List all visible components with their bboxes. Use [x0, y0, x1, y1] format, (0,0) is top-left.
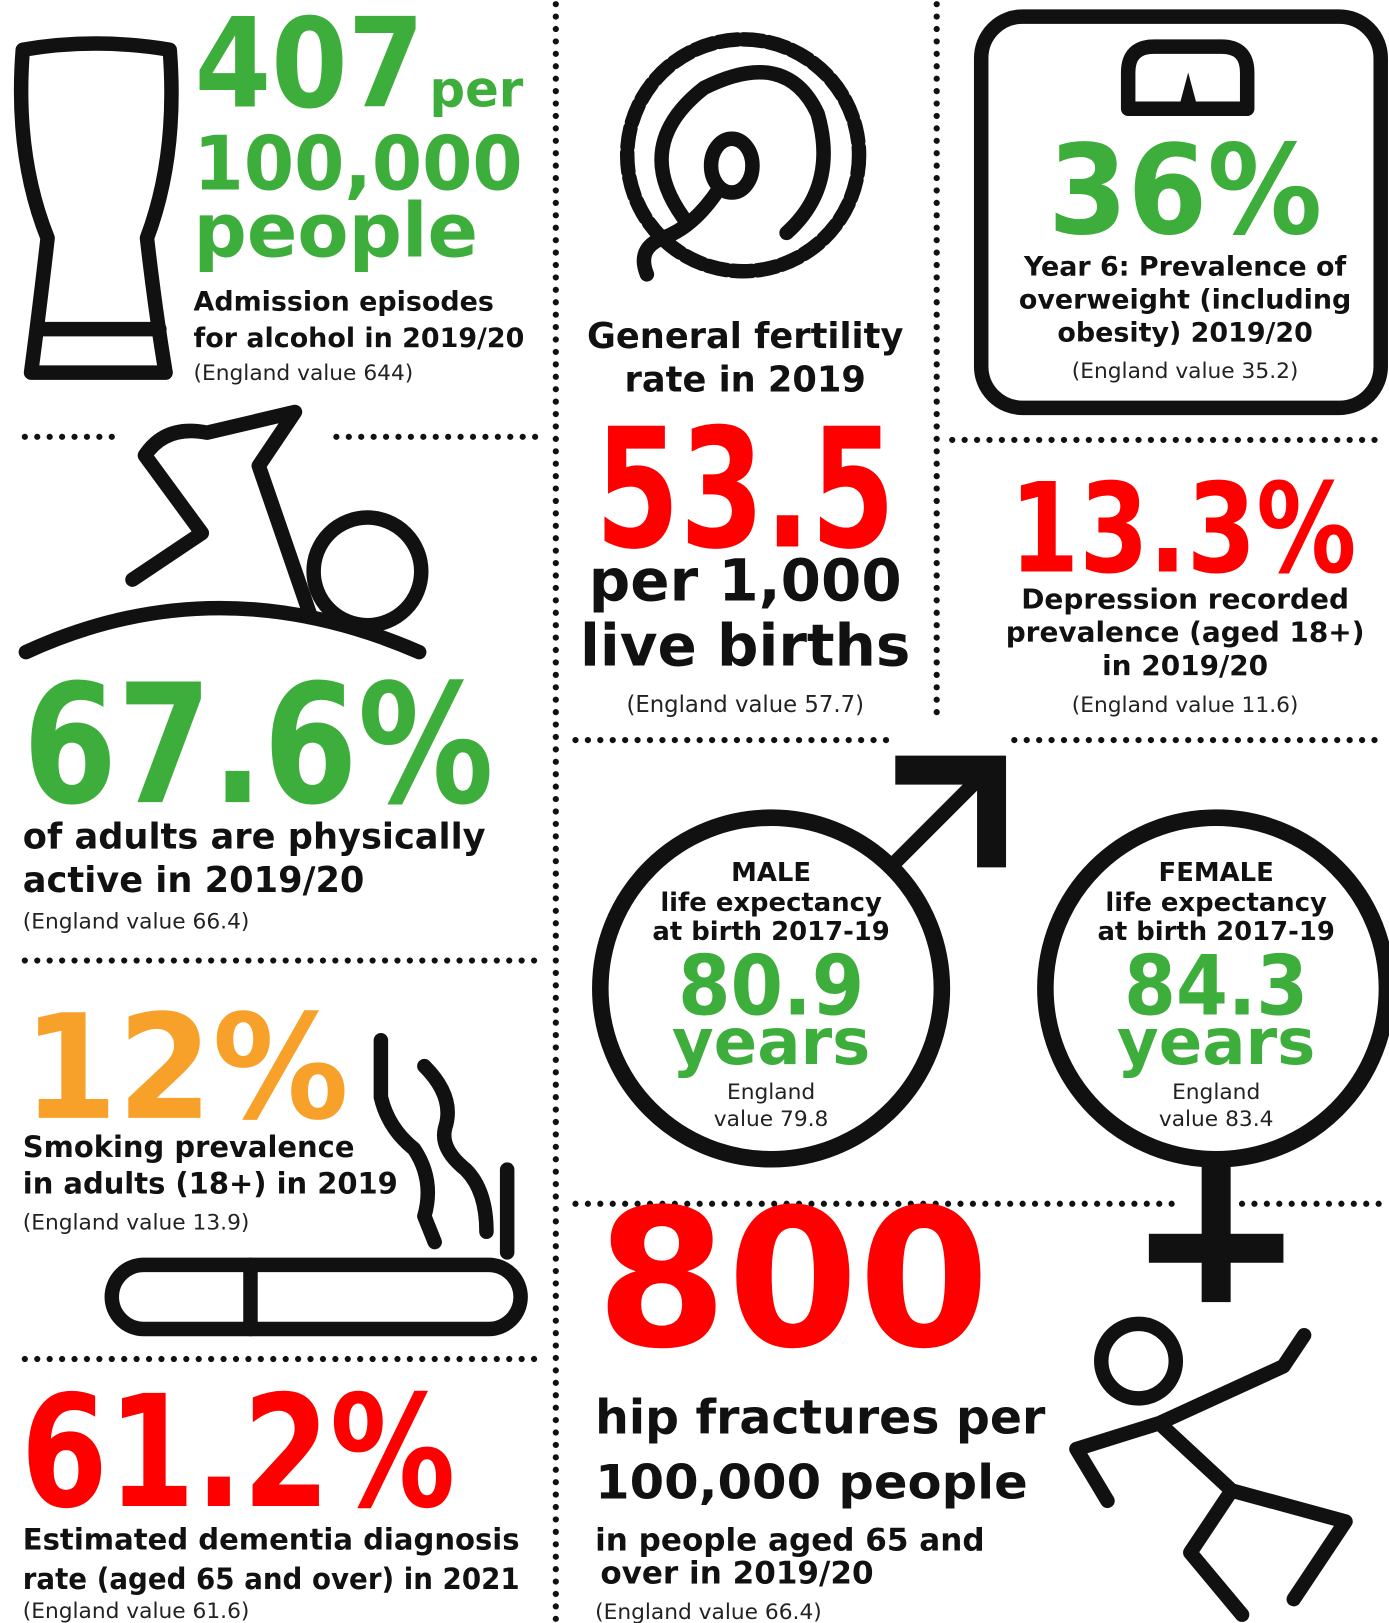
smoking-label: in adults (18+) in 2019	[23, 1166, 398, 1200]
female-value: 84.3	[1124, 937, 1308, 1034]
faller-head	[1094, 1316, 1184, 1406]
egg-icon	[619, 32, 867, 279]
hip-label: in people aged 65 and	[595, 1523, 984, 1559]
fertility-line: live births	[580, 612, 910, 680]
female-england: England	[1172, 1080, 1260, 1105]
fertility-label: rate in 2019	[625, 359, 866, 400]
female-england: value 83.4	[1159, 1107, 1274, 1132]
scale-frame	[973, 9, 1388, 416]
dementia-england: (England value 61.6)	[23, 1599, 250, 1623]
male-heading: MALE	[731, 858, 811, 888]
smoking-value: 12%	[23, 985, 349, 1153]
physical-label: of adults are physically	[23, 817, 486, 858]
swimmer-head	[306, 510, 429, 633]
female-cross-v	[1201, 1159, 1231, 1303]
alcohol-line: people	[194, 188, 479, 275]
sperm-tail	[636, 181, 727, 282]
overweight-england: (England value 35.2)	[1072, 359, 1299, 384]
fertility-label: General fertility	[587, 316, 903, 357]
hip-label: over in 2019/20	[600, 1556, 873, 1592]
depression-label: Depression recorded	[1021, 583, 1349, 616]
alcohol-label: Admission episodes	[194, 287, 494, 318]
faller-body	[1069, 1327, 1353, 1622]
egg-inner	[654, 65, 831, 241]
alcohol-england: (England value 644)	[194, 361, 414, 386]
alcohol-label: for alcohol in 2019/20	[194, 323, 525, 354]
sperm-head	[703, 131, 760, 200]
female-label: at birth 2017-19	[1097, 917, 1334, 947]
male-label: life expectancy	[660, 888, 882, 918]
hip-line: hip fractures per	[595, 1391, 1046, 1446]
overweight-label: overweight (including	[1019, 284, 1351, 315]
female-unit: years	[1117, 1005, 1315, 1080]
texts: 407 per 100,000 people Admission episode…	[21, 0, 1365, 1623]
smoke-1	[373, 1032, 442, 1250]
fertility-line: per 1,000	[589, 546, 902, 614]
hip-value: 800	[596, 1169, 989, 1392]
male-circle	[592, 809, 951, 1168]
dementia-label: rate (aged 65 and over) in 2021	[23, 1562, 520, 1596]
scale-dial	[1120, 39, 1255, 116]
hip-line: 100,000 people	[595, 1456, 1028, 1511]
icons	[13, 9, 1389, 1622]
physical-label: active in 2019/20	[23, 860, 365, 901]
alcohol-value: 407	[195, 0, 425, 137]
cigarette	[104, 1257, 528, 1337]
dividers	[21, 1, 1389, 1623]
male-unit: years	[672, 1005, 870, 1080]
male-arrow-head	[895, 755, 1007, 868]
fertility-england: (England value 57.7)	[626, 692, 864, 718]
scale-needle	[1179, 72, 1197, 104]
female-heading: FEMALE	[1159, 858, 1274, 888]
dementia-value: 61.2%	[21, 1362, 456, 1543]
overweight-value: 36%	[1048, 119, 1322, 263]
glass-icon	[13, 36, 179, 380]
smoke-2	[417, 1058, 494, 1239]
male-england: value 79.8	[714, 1107, 829, 1132]
male-england: England	[727, 1080, 815, 1105]
smoking-england: (England value 13.9)	[23, 1211, 250, 1236]
female-cross-h	[1148, 1233, 1284, 1263]
overweight-label: Year 6: Prevalence of	[1023, 251, 1347, 282]
depression-value: 13.3%	[1010, 457, 1357, 601]
depression-label: prevalence (aged 18+)	[1006, 616, 1365, 649]
female-label: life expectancy	[1105, 888, 1327, 918]
dementia-label: Estimated dementia diagnosis	[23, 1522, 520, 1556]
alcohol-line: 100,000	[194, 120, 523, 207]
physical-value: 67.6%	[23, 649, 494, 842]
hip-england: (England value 66.4)	[595, 1600, 822, 1623]
male-label: at birth 2017-19	[652, 917, 889, 947]
smoking-label: Smoking prevalence	[23, 1130, 355, 1164]
wave	[18, 600, 427, 660]
physical-england: (England value 66.4)	[23, 909, 250, 934]
depression-england: (England value 11.6)	[1072, 693, 1299, 718]
male-value: 80.9	[678, 937, 864, 1034]
fertility-value: 53.5	[595, 394, 895, 587]
overweight-label: obesity) 2019/20	[1057, 318, 1312, 349]
alcohol-unit: per	[430, 61, 524, 119]
swimmer-body	[125, 404, 318, 624]
depression-label: in 2019/20	[1102, 649, 1268, 682]
